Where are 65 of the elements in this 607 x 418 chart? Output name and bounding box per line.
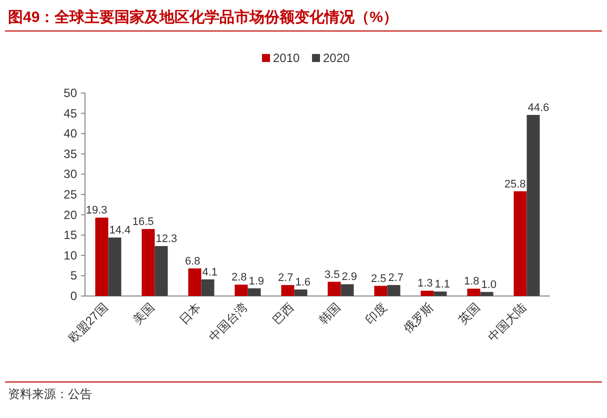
- x-tick-label: 中国大陆: [485, 300, 529, 344]
- bar: [201, 279, 214, 296]
- chart-title: 图49：全球主要国家及地区化学品市场份额变化情况（%）: [8, 8, 398, 26]
- x-tick-label: 俄罗斯: [400, 300, 436, 336]
- bar: [234, 284, 248, 296]
- bar: [248, 288, 261, 296]
- bar: [374, 286, 388, 296]
- text: 资料来源：公告: [8, 387, 92, 401]
- bar: [281, 285, 294, 296]
- data-label: 2.9: [342, 271, 358, 284]
- legend-label: 2020: [323, 51, 350, 65]
- bar: [514, 191, 527, 296]
- data-label: 2.7: [388, 272, 404, 284]
- x-tick-label: 印度: [362, 300, 390, 328]
- data-label: 19.3: [86, 204, 108, 217]
- data-label: 1.0: [481, 278, 497, 291]
- x-tick-label: 英国: [456, 300, 482, 328]
- data-label: 6.8: [184, 255, 200, 268]
- bar: [480, 292, 494, 296]
- bar: [294, 290, 308, 296]
- y-tick-label: 50: [64, 86, 78, 100]
- bar: [328, 282, 341, 296]
- data-label: 12.3: [156, 233, 178, 246]
- y-tick-label: 15: [64, 228, 78, 242]
- x-tick-label: 巴西: [270, 300, 296, 328]
- data-label: 1.6: [295, 276, 311, 289]
- y-tick-label: 25: [64, 188, 78, 202]
- bar: [95, 218, 108, 296]
- data-label: 1.8: [464, 276, 480, 288]
- y-tick-label: 35: [64, 146, 78, 161]
- data-label: 1.1: [434, 278, 450, 291]
- bar: [108, 238, 122, 296]
- bar: [526, 114, 540, 296]
- legend-label: 2010: [273, 51, 300, 65]
- y-tick-label: 0: [70, 289, 78, 303]
- bar: [340, 284, 354, 296]
- bar: [434, 292, 447, 296]
- data-label: 44.6: [528, 102, 550, 114]
- data-label: 4.1: [202, 266, 218, 278]
- bar: [467, 288, 480, 296]
- data-label: 2.8: [231, 272, 247, 284]
- data-label: 1.3: [417, 278, 433, 290]
- x-tick-label: 欧盟27国: [66, 300, 110, 346]
- bar: [142, 229, 155, 296]
- data-label: 2.7: [278, 272, 294, 284]
- data-label: 25.8: [504, 178, 526, 190]
- data-label: 16.5: [132, 216, 154, 228]
- y-tick-label: 30: [64, 167, 78, 182]
- data-label: 3.5: [324, 268, 340, 281]
- x-tick-label: 中国台湾: [206, 300, 250, 344]
- bar: [420, 290, 434, 296]
- y-tick-label: 20: [64, 208, 78, 222]
- y-tick-label: 10: [64, 248, 78, 262]
- y-tick-label: 45: [64, 106, 78, 120]
- x-tick-label: 韩国: [316, 300, 343, 328]
- y-tick-label: 5: [70, 268, 78, 283]
- bar: [154, 246, 168, 296]
- data-label: 14.4: [109, 224, 131, 237]
- data-label: 1.9: [248, 275, 264, 288]
- bar: [188, 268, 202, 296]
- bar: [387, 285, 400, 296]
- y-tick-label: 40: [64, 126, 78, 141]
- x-tick-label: 日本: [176, 300, 204, 328]
- data-label: 2.5: [370, 272, 386, 285]
- x-tick-label: 美国: [130, 300, 157, 328]
